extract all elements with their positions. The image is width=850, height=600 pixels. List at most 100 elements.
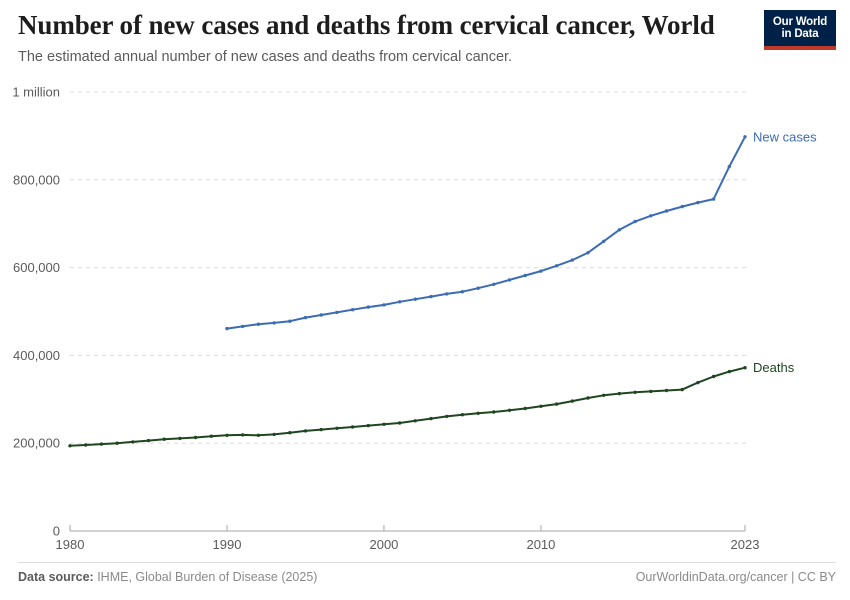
data-point[interactable] <box>523 273 527 278</box>
series-label-new-cases[interactable]: New cases <box>753 129 817 144</box>
data-point[interactable] <box>413 297 417 301</box>
data-point[interactable] <box>711 197 716 201</box>
data-point[interactable] <box>335 426 339 430</box>
data-point[interactable] <box>288 319 292 323</box>
data-point[interactable] <box>398 300 402 304</box>
data-point[interactable] <box>99 442 104 446</box>
data-point[interactable] <box>350 308 355 312</box>
data-point[interactable] <box>492 282 496 286</box>
data-point[interactable] <box>492 410 496 414</box>
data-point[interactable] <box>84 443 88 447</box>
y-axis-tick-label: 600,000 <box>13 260 60 275</box>
data-point[interactable] <box>664 388 669 393</box>
data-point[interactable] <box>696 380 700 385</box>
data-point[interactable] <box>617 228 622 232</box>
data-point[interactable] <box>335 310 339 315</box>
data-point[interactable] <box>256 433 261 437</box>
data-point[interactable] <box>366 423 370 428</box>
data-point[interactable] <box>272 432 276 437</box>
data-point[interactable] <box>319 427 323 432</box>
chart-plot-area: 0 200,000 400,000 600,000 800,000 1 million 19… <box>0 80 850 555</box>
data-point[interactable] <box>570 258 574 262</box>
data-point[interactable] <box>727 164 731 169</box>
data-point[interactable] <box>350 425 355 429</box>
data-point[interactable] <box>68 444 72 448</box>
x-axis-tick-label: 1990 <box>213 537 242 552</box>
data-point[interactable] <box>539 269 543 273</box>
data-point[interactable] <box>303 315 308 320</box>
data-point[interactable] <box>696 200 700 205</box>
data-point[interactable] <box>413 419 417 423</box>
data-point[interactable] <box>319 313 323 317</box>
data-point[interactable] <box>617 391 622 396</box>
footer-divider <box>18 562 836 563</box>
data-point[interactable] <box>366 305 370 309</box>
data-point[interactable] <box>554 402 559 406</box>
data-point[interactable] <box>162 437 166 441</box>
data-point[interactable] <box>382 422 386 426</box>
data-point[interactable] <box>209 434 213 438</box>
data-point[interactable] <box>649 389 653 394</box>
data-point[interactable] <box>586 251 590 255</box>
x-axis-tick-label: 1980 <box>56 537 85 552</box>
data-point[interactable] <box>131 440 135 444</box>
data-point[interactable] <box>554 264 559 268</box>
data-point[interactable] <box>727 369 731 374</box>
y-axis-tick-label: 400,000 <box>13 348 60 363</box>
owid-link[interactable]: OurWorldinData.org/cancer | CC BY <box>635 570 836 584</box>
data-point[interactable] <box>476 411 480 415</box>
data-point[interactable] <box>178 436 182 441</box>
x-axis-tick-label: 2010 <box>526 537 555 552</box>
data-point[interactable] <box>429 294 433 299</box>
data-point[interactable] <box>225 326 229 331</box>
data-point[interactable] <box>633 219 637 224</box>
data-point[interactable] <box>586 396 590 400</box>
data-point[interactable] <box>460 290 465 294</box>
data-point[interactable] <box>602 239 606 243</box>
data-point[interactable] <box>602 393 606 397</box>
data-point[interactable] <box>429 416 433 421</box>
data-point[interactable] <box>649 214 653 218</box>
data-point[interactable] <box>664 209 669 213</box>
data-point[interactable] <box>288 431 292 435</box>
x-axis-tick-label: 2000 <box>369 537 398 552</box>
data-point[interactable] <box>743 366 747 370</box>
our-world-in-data-logo[interactable]: Our World in Data <box>764 10 836 50</box>
chart-footer: Data source: IHME, Global Burden of Dise… <box>18 570 836 584</box>
data-point[interactable] <box>241 324 245 329</box>
data-point[interactable] <box>743 135 747 139</box>
series-label-deaths[interactable]: Deaths <box>753 360 795 375</box>
data-point[interactable] <box>680 204 684 209</box>
data-point[interactable] <box>382 303 386 307</box>
data-point[interactable] <box>445 292 449 296</box>
data-point[interactable] <box>241 433 245 437</box>
y-axis-tick-label: 200,000 <box>13 436 60 451</box>
x-axis-tick-label: 2023 <box>731 537 760 552</box>
data-point[interactable] <box>711 374 716 379</box>
page-title: Number of new cases and deaths from cerv… <box>18 10 715 40</box>
data-point[interactable] <box>225 433 229 437</box>
data-point[interactable] <box>398 421 402 425</box>
series-line-new-cases[interactable] <box>226 135 746 330</box>
y-axis-tick-label: 1 million <box>12 85 60 100</box>
data-point[interactable] <box>115 441 119 445</box>
data-point[interactable] <box>476 286 480 290</box>
data-point[interactable] <box>680 387 684 392</box>
data-point[interactable] <box>570 399 574 403</box>
data-point[interactable] <box>445 414 449 419</box>
data-point[interactable] <box>523 406 527 411</box>
data-point[interactable] <box>507 278 512 282</box>
series-line-deaths[interactable] <box>69 366 746 447</box>
data-point[interactable] <box>256 322 261 326</box>
data-point[interactable] <box>193 435 198 440</box>
data-point[interactable] <box>507 408 512 412</box>
data-point[interactable] <box>146 438 151 443</box>
data-source-text: Data source: IHME, Global Burden of Dise… <box>18 570 317 584</box>
data-point[interactable] <box>460 413 465 417</box>
data-point[interactable] <box>539 404 543 408</box>
data-point[interactable] <box>633 390 637 394</box>
data-point[interactable] <box>272 321 276 325</box>
y-axis-tick-label: 0 <box>53 524 60 539</box>
data-point[interactable] <box>303 429 308 433</box>
